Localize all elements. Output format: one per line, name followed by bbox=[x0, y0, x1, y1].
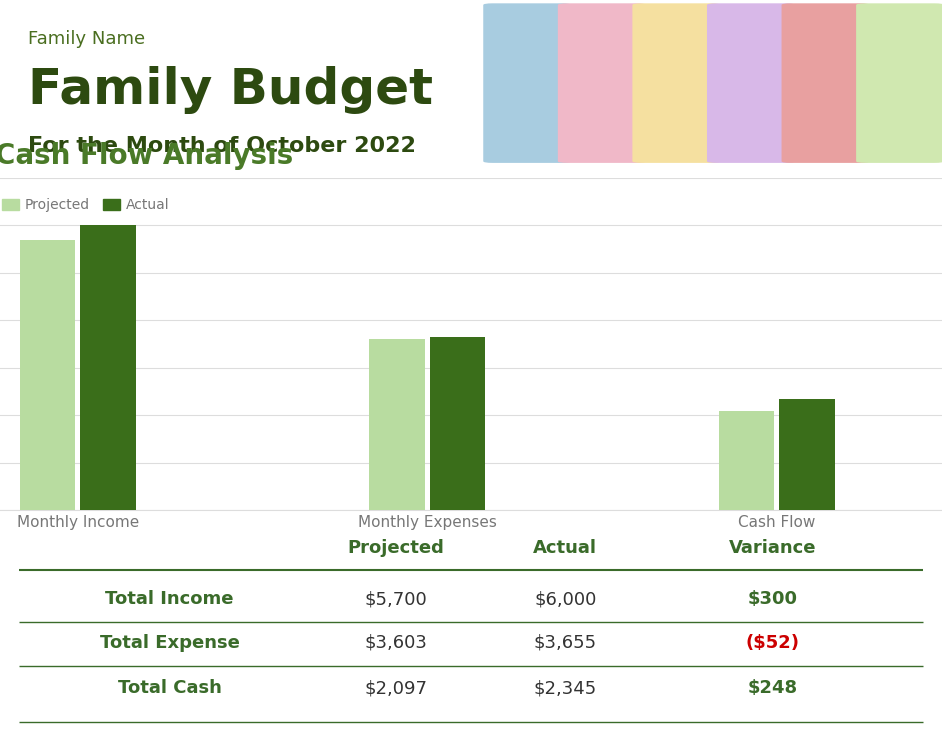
Text: Family Name: Family Name bbox=[28, 30, 145, 48]
Text: Actual: Actual bbox=[533, 539, 597, 557]
Text: Total Income: Total Income bbox=[106, 590, 234, 608]
Text: $5,700: $5,700 bbox=[365, 590, 427, 608]
Text: $248: $248 bbox=[747, 680, 798, 697]
Bar bbox=[80, 226, 136, 510]
Bar bbox=[430, 337, 485, 510]
Text: Cash Flow Analysis: Cash Flow Analysis bbox=[0, 142, 294, 170]
FancyBboxPatch shape bbox=[856, 4, 942, 163]
Text: ($52): ($52) bbox=[745, 634, 800, 652]
FancyBboxPatch shape bbox=[483, 4, 571, 163]
Text: $3,655: $3,655 bbox=[533, 634, 597, 652]
Text: $6,000: $6,000 bbox=[534, 590, 596, 608]
Bar bbox=[20, 239, 75, 510]
Text: Variance: Variance bbox=[729, 539, 816, 557]
Bar bbox=[719, 411, 774, 510]
Legend: Projected, Actual: Projected, Actual bbox=[2, 199, 170, 212]
Text: $3,603: $3,603 bbox=[365, 634, 427, 652]
FancyBboxPatch shape bbox=[632, 4, 720, 163]
FancyBboxPatch shape bbox=[782, 4, 869, 163]
Text: Total Expense: Total Expense bbox=[100, 634, 239, 652]
Text: $2,097: $2,097 bbox=[365, 680, 427, 697]
Text: Family Budget: Family Budget bbox=[28, 66, 433, 115]
Bar bbox=[779, 399, 835, 510]
Text: $2,345: $2,345 bbox=[533, 680, 597, 697]
FancyBboxPatch shape bbox=[558, 4, 645, 163]
Text: Total Cash: Total Cash bbox=[118, 680, 221, 697]
Text: $300: $300 bbox=[747, 590, 798, 608]
Bar bbox=[369, 339, 425, 510]
FancyBboxPatch shape bbox=[706, 4, 795, 163]
Text: For the Month of October 2022: For the Month of October 2022 bbox=[28, 137, 416, 156]
Text: Projected: Projected bbox=[348, 539, 444, 557]
